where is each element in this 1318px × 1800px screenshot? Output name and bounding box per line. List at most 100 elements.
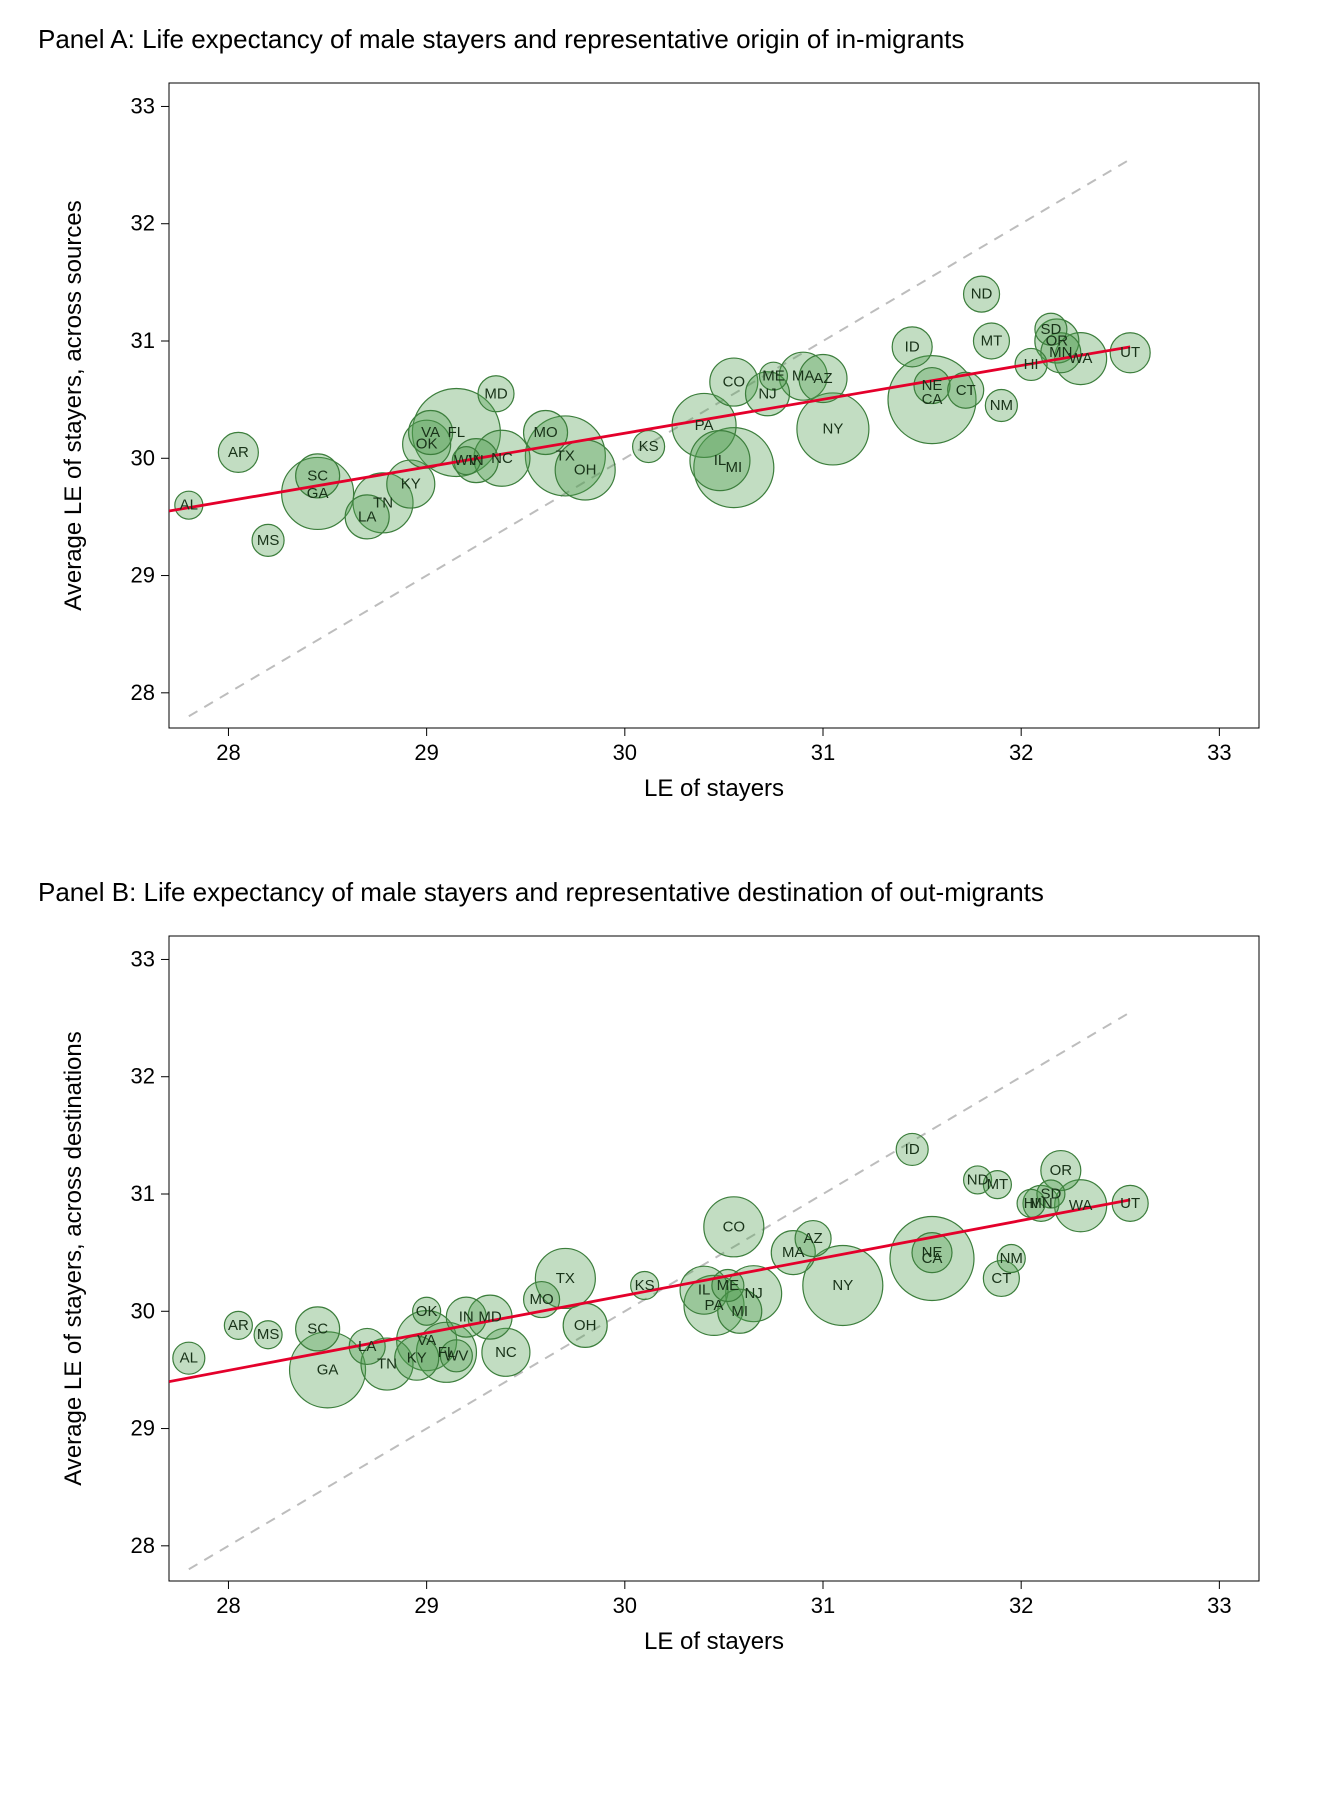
bubble-label-MS: MS xyxy=(257,1326,280,1343)
x-tick-label: 31 xyxy=(811,740,835,765)
y-tick-label: 29 xyxy=(131,563,155,588)
bubble-label-TN: TN xyxy=(373,494,393,511)
bubble-label-MI: MI xyxy=(731,1303,748,1320)
bubble-label-IL: IL xyxy=(714,452,727,469)
bubble-label-MD: MD xyxy=(478,1309,501,1326)
bubble-label-CA: CA xyxy=(922,391,943,408)
y-tick-label: 32 xyxy=(131,1064,155,1089)
panel-a-chart: ALARMSSCGALATNKYOKVAFLWVINNCMDMOTXOHKSPA… xyxy=(10,63,1308,833)
bubble-label-AL: AL xyxy=(180,497,198,514)
bubble-label-NY: NY xyxy=(822,420,843,437)
bubble-label-PA: PA xyxy=(705,1297,724,1314)
bubble-label-GA: GA xyxy=(317,1361,339,1378)
bubble-label-ME: ME xyxy=(717,1277,740,1294)
bubble-label-AL: AL xyxy=(180,1350,198,1367)
x-axis-label: LE of stayers xyxy=(644,775,784,802)
x-tick-label: 28 xyxy=(216,1593,240,1618)
bubble-label-FL: FL xyxy=(448,424,466,441)
bubble-label-NJ: NJ xyxy=(758,385,776,402)
x-tick-label: 30 xyxy=(613,740,637,765)
bubble-label-NM: NM xyxy=(1000,1250,1023,1267)
bubble-label-VA: VA xyxy=(421,424,440,441)
panel-b-chart: ALARMSSCGALATNKYVAOKFLWVINMDNCMOTXOHKSIL… xyxy=(10,916,1308,1686)
bubble-label-OR: OR xyxy=(1050,1162,1073,1179)
bubble-label-UT: UT xyxy=(1120,1195,1140,1212)
bubble-label-AZ: AZ xyxy=(813,370,832,387)
bubble-label-TX: TX xyxy=(556,1270,575,1287)
bubble-label-ND: ND xyxy=(967,1171,989,1188)
y-tick-label: 28 xyxy=(131,680,155,705)
bubble-label-GA: GA xyxy=(307,485,329,502)
bubble-label-TN: TN xyxy=(377,1356,397,1373)
y-tick-label: 31 xyxy=(131,328,155,353)
y-tick-label: 31 xyxy=(131,1181,155,1206)
panel-b-title: Panel B: Life expectancy of male stayers… xyxy=(38,877,1308,908)
bubble-label-KY: KY xyxy=(401,476,421,493)
bubble-label-NY: NY xyxy=(832,1277,853,1294)
panelB-svg: ALARMSSCGALATNKYVAOKFLWVINMDNCMOTXOHKSIL… xyxy=(29,916,1289,1686)
bubble-label-CT: CT xyxy=(956,382,976,399)
bubble-label-MA: MA xyxy=(792,368,815,385)
bubble-label-OK: OK xyxy=(416,1303,438,1320)
bubble-label-CO: CO xyxy=(723,374,746,391)
bubble-label-LA: LA xyxy=(358,1338,376,1355)
bubble-label-KS: KS xyxy=(639,438,659,455)
x-tick-label: 33 xyxy=(1207,740,1231,765)
bubble-label-WV: WV xyxy=(444,1347,468,1364)
x-tick-label: 29 xyxy=(414,1593,438,1618)
bubble-label-PA: PA xyxy=(695,417,714,434)
x-tick-label: 32 xyxy=(1009,740,1033,765)
bubble-label-SC: SC xyxy=(307,1320,328,1337)
bubble-label-MO: MO xyxy=(529,1291,553,1308)
panel-a-title: Panel A: Life expectancy of male stayers… xyxy=(38,24,1308,55)
bubble-label-ME: ME xyxy=(762,368,785,385)
bubble-label-MI: MI xyxy=(725,459,742,476)
bubble-label-MS: MS xyxy=(257,532,280,549)
y-tick-label: 32 xyxy=(131,211,155,236)
bubble-label-NM: NM xyxy=(990,397,1013,414)
y-tick-label: 33 xyxy=(131,93,155,118)
bubble-label-MT: MT xyxy=(987,1176,1009,1193)
y-axis-label: Average LE of stayers, across destinatio… xyxy=(60,1031,87,1485)
bubble-label-IN: IN xyxy=(459,1309,474,1326)
bubble-label-OH: OH xyxy=(574,1317,597,1334)
y-tick-label: 28 xyxy=(131,1533,155,1558)
bubble-label-CO: CO xyxy=(723,1218,746,1235)
bubble-label-VA: VA xyxy=(417,1332,436,1349)
bubble-label-IN: IN xyxy=(469,452,484,469)
bubble-label-UT: UT xyxy=(1120,344,1140,361)
panelA-svg: ALARMSSCGALATNKYOKVAFLWVINNCMDMOTXOHKSPA… xyxy=(29,63,1289,833)
bubble-label-MT: MT xyxy=(981,333,1003,350)
bubble-label-WA: WA xyxy=(1069,350,1093,367)
bubble-label-MD: MD xyxy=(484,385,507,402)
x-tick-label: 30 xyxy=(613,1593,637,1618)
y-tick-label: 30 xyxy=(131,445,155,470)
y-axis-label: Average LE of stayers, across sources xyxy=(60,200,87,610)
bubble-label-NJ: NJ xyxy=(744,1285,762,1302)
bubble-label-ID: ID xyxy=(905,1141,920,1158)
y-tick-label: 33 xyxy=(131,946,155,971)
bubble-label-CA: CA xyxy=(922,1250,943,1267)
bubble-label-HI: HI xyxy=(1024,356,1039,373)
bubble-label-CT: CT xyxy=(991,1270,1011,1287)
bubble-label-AZ: AZ xyxy=(804,1230,823,1247)
x-tick-label: 32 xyxy=(1009,1593,1033,1618)
x-axis-label: LE of stayers xyxy=(644,1628,784,1655)
bubble-label-NC: NC xyxy=(495,1344,517,1361)
bubble-label-KY: KY xyxy=(407,1350,427,1367)
bubble-label-SC: SC xyxy=(307,467,328,484)
bubble-label-WA: WA xyxy=(1069,1197,1093,1214)
bubble-label-TX: TX xyxy=(556,447,575,464)
y-tick-label: 30 xyxy=(131,1298,155,1323)
x-tick-label: 31 xyxy=(811,1593,835,1618)
bubble-label-OH: OH xyxy=(574,462,597,479)
bubble-label-MN: MN xyxy=(1029,1195,1052,1212)
bubble-label-NC: NC xyxy=(491,450,513,467)
bubble-label-MO: MO xyxy=(533,424,557,441)
y-tick-label: 29 xyxy=(131,1416,155,1441)
bubble-label-AR: AR xyxy=(228,444,249,461)
x-tick-label: 33 xyxy=(1207,1593,1231,1618)
bubble-label-ND: ND xyxy=(971,286,993,303)
bubble-label-AR: AR xyxy=(228,1317,249,1334)
bubble-label-MA: MA xyxy=(782,1244,805,1261)
